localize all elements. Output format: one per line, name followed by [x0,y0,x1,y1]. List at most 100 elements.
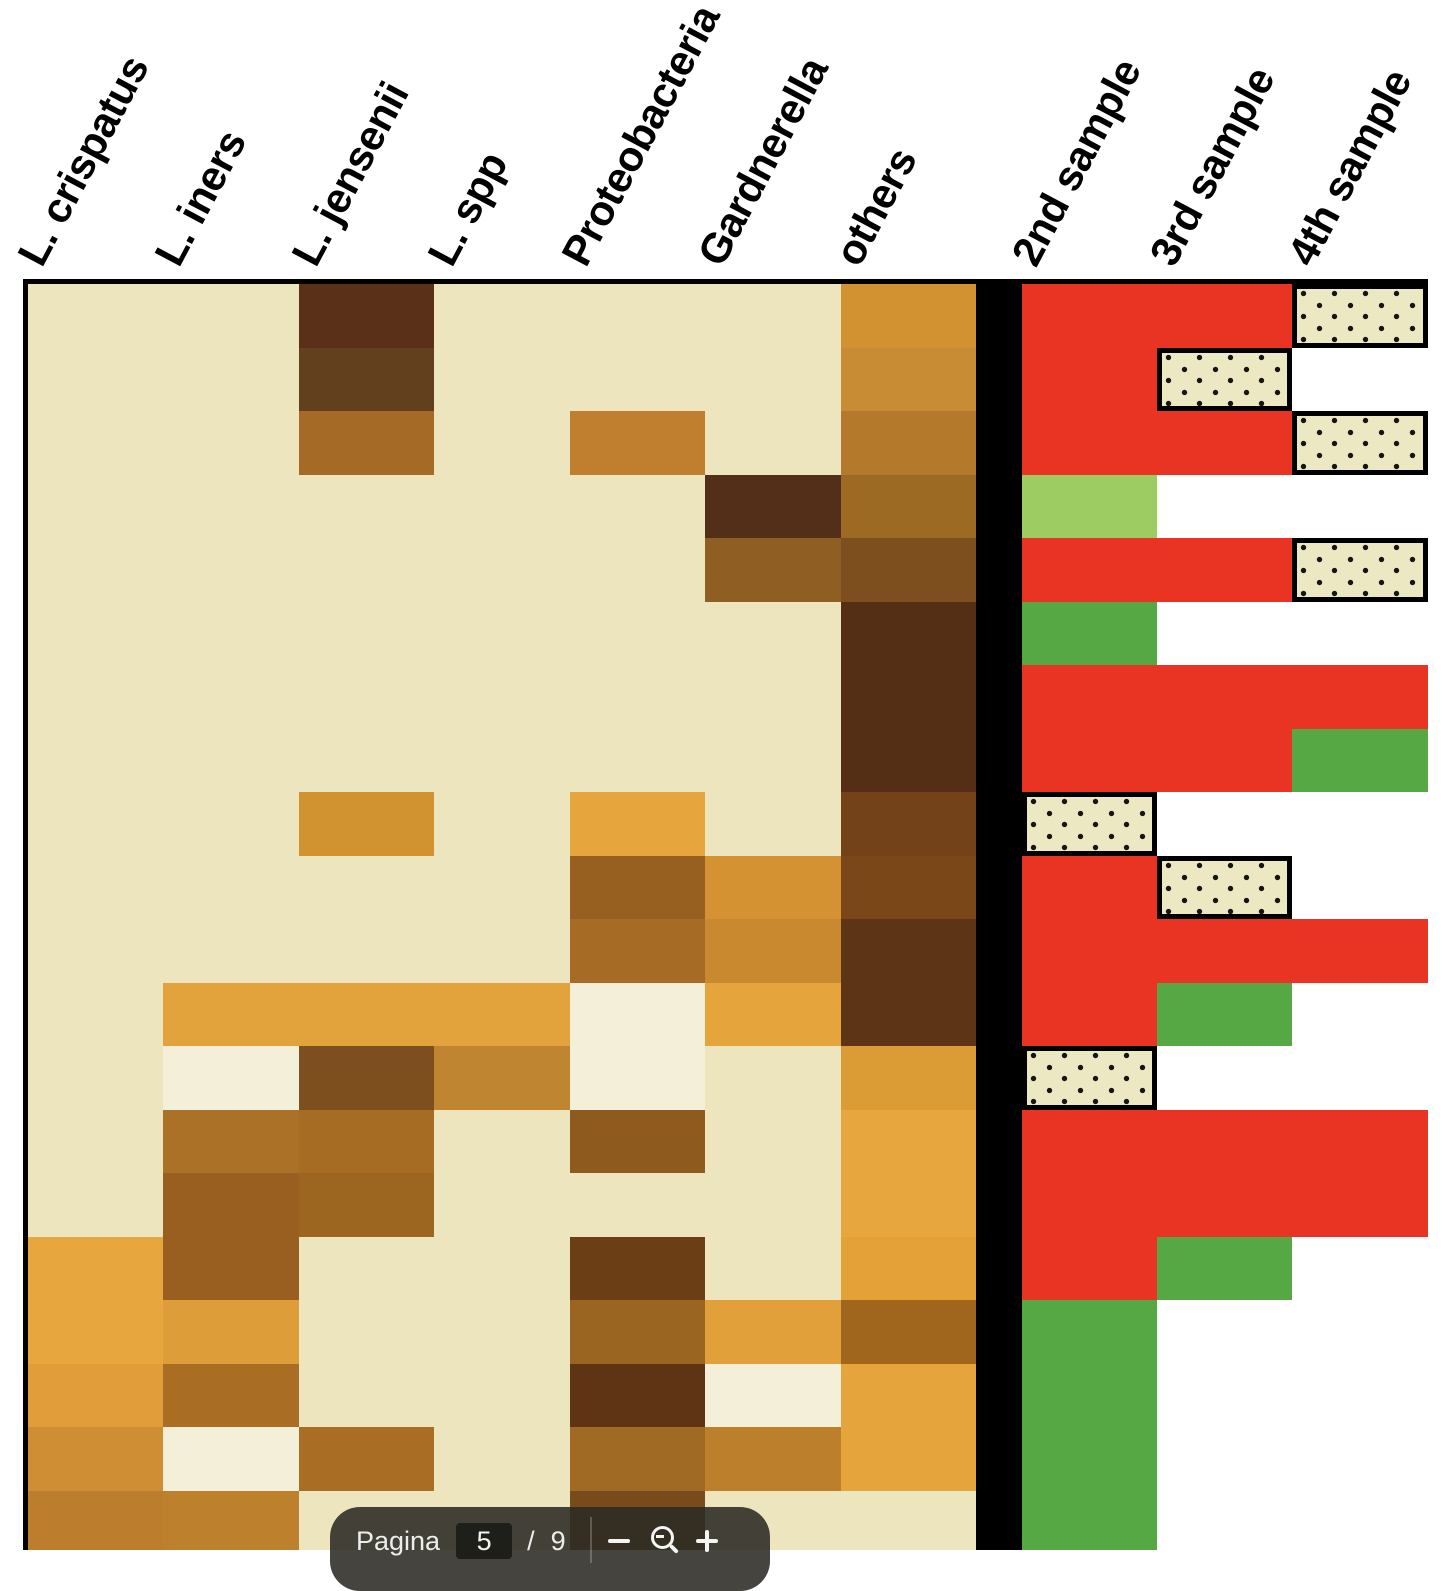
heatmap-cell [28,855,164,919]
zoom-in-plus-button[interactable] [690,1523,724,1559]
heatmap-cell [705,1173,841,1237]
sample-column-label: 2nd sample [1002,51,1150,273]
heatmap-cell [705,601,841,665]
heatmap-cell [705,792,841,856]
sample-status-cell-red [1157,665,1292,729]
sample-status-cell-red [1292,1109,1428,1173]
heatmap-cell [569,411,706,475]
heatmap-cell [840,1236,976,1300]
sample-status-cell-empty [1292,474,1428,538]
heatmap-cell [705,538,841,602]
heatmap-cell [569,1173,706,1237]
heatmap-cell [705,919,841,983]
heatmap-cell [840,284,976,348]
heatmap-cell [28,347,164,411]
magnifier-zoom-out-icon [650,1526,674,1549]
heatmap-cell [840,411,976,475]
heatmap-cell [840,1109,976,1173]
heatmap-cell [298,1236,435,1300]
pdf-toolbar: Pagina / 9 [330,1507,770,1591]
heatmap-cell [163,1173,299,1237]
heatmap-cell [569,1109,706,1173]
heatmap-cell [569,347,706,411]
heatmap-cell [705,411,841,475]
heatmap-cell [434,1173,570,1237]
heatmap-cell [705,728,841,792]
sample-status-cell-dotted [1157,855,1292,919]
page-number-input[interactable] [456,1523,513,1559]
heatmap-cell [705,665,841,729]
sample-status-cell-red [1157,728,1292,792]
sample-status-cell-light_green [1022,474,1157,538]
heatmap-cell [434,728,570,792]
taxa-column-label: L. jensenii [282,74,418,273]
heatmap-cell [28,1236,164,1300]
heatmap-cell [298,347,435,411]
taxa-column-label: L. spp [418,144,517,273]
sample-status-cell-empty [1157,1490,1292,1550]
heatmap-cell [298,601,435,665]
heatmap-cell [28,1427,164,1491]
heatmap-cell [705,1109,841,1173]
sample-status-cell-empty [1292,1363,1428,1427]
sample-status-cell-green [1022,1490,1157,1550]
heatmap-cell [569,1046,706,1110]
heatmap-cell [705,284,841,348]
heatmap-cell [298,982,435,1046]
heatmap-cell [840,665,976,729]
heatmap-cell [28,728,164,792]
page-total: 9 [550,1526,566,1556]
zoom-out-magnifier-button[interactable] [646,1523,680,1559]
taxa-column-label: others [825,140,926,273]
heatmap-cell [163,1363,299,1427]
heatmap-cell [298,1173,435,1237]
sample-status-cell-red [1292,665,1428,729]
heatmap-cell [569,855,706,919]
sample-status-cell-green [1022,1363,1157,1427]
heatmap-cell [705,982,841,1046]
heatmap-cell [163,1427,299,1491]
sample-status-cell-dotted [1292,538,1428,602]
heatmap-cell [569,474,706,538]
heatmap-cell [298,284,435,348]
heatmap-cell [569,1363,706,1427]
heatmap-cell [569,665,706,729]
heatmap-cell [298,1109,435,1173]
heatmap-cell [840,982,976,1046]
heatmap-cell [705,474,841,538]
heatmap-cell [298,728,435,792]
plot-top-border [23,279,1428,284]
heatmap-cell [569,1236,706,1300]
heatmap-cell [298,1427,435,1491]
sample-column-label: 3rd sample [1140,59,1284,273]
heatmap-cell [840,728,976,792]
sample-status-cell-red [1292,919,1428,983]
heatmap-cell [569,792,706,856]
sample-status-cell-red [1157,411,1292,475]
sample-status-cell-red [1022,411,1157,475]
heatmap-cell [28,538,164,602]
heatmap-cell [298,411,435,475]
sample-status-cell-red [1157,919,1292,983]
heatmap-cell [163,982,299,1046]
sample-status-cell-red [1022,1173,1157,1237]
plot-left-border [23,279,28,1550]
heatmap-cell [705,1363,841,1427]
heatmap-cell [28,1490,164,1550]
heatmap-cell [434,982,570,1046]
heatmap-cell [163,411,299,475]
heatmap-cell [163,728,299,792]
sample-status-cell-green [1292,728,1428,792]
heatmap-cell [163,1109,299,1173]
heatmap-cell [705,1427,841,1491]
sample-status-cell-dotted [1022,1046,1157,1110]
sample-status-cell-green [1157,1236,1292,1300]
heatmap-cell [840,855,976,919]
heatmap-cell [434,1046,570,1110]
heatmap-cell [840,1427,976,1491]
heatmap-cell [28,1046,164,1110]
zoom-out-minus-button[interactable] [602,1523,636,1559]
sample-status-cell-green [1022,1300,1157,1364]
sample-status-cell-red [1022,538,1157,602]
heatmap-cell [298,1046,435,1110]
